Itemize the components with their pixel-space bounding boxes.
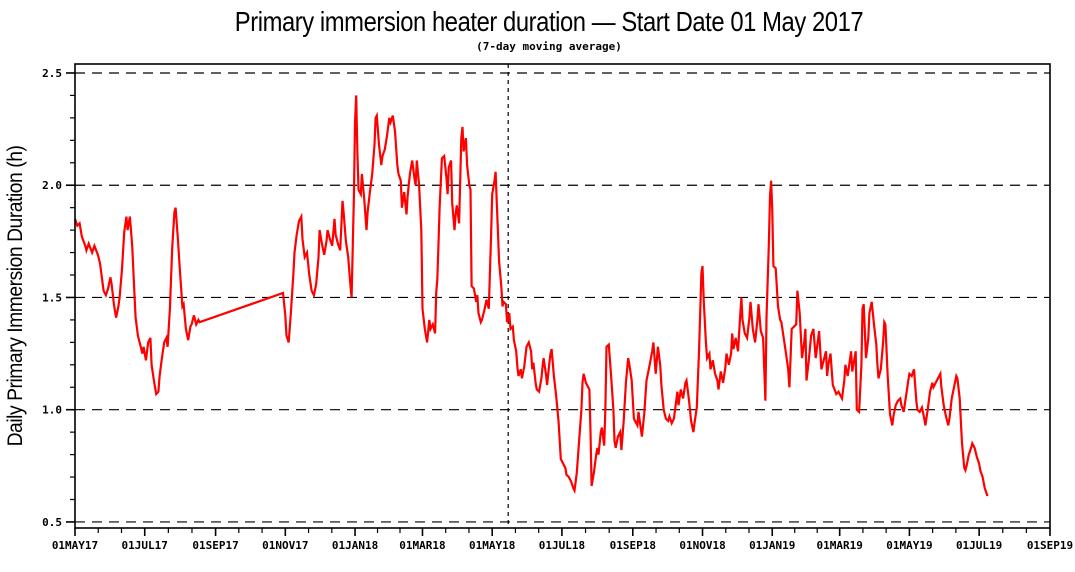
x-tick-label: 01JUL19 — [956, 539, 1002, 552]
y-tick-label: 2.0 — [42, 179, 62, 192]
x-tick-label: 01MAY19 — [886, 539, 932, 552]
x-tick-label: 01JUL18 — [539, 539, 585, 552]
x-tick-label: 01SEP17 — [192, 539, 238, 552]
x-tick-label: 01NOV17 — [262, 539, 308, 552]
series-line — [73, 95, 989, 497]
chart-subtitle: (7-day moving average) — [476, 40, 622, 53]
gridlines — [75, 72, 1050, 523]
x-tick-label: 01MAY17 — [52, 539, 98, 552]
x-tick-label: 01SEP19 — [1027, 539, 1073, 552]
x-tick-label: 01SEP18 — [610, 539, 656, 552]
y-axis-ticks: 0.5 1.0 1.5 2.0 2.5 — [42, 67, 75, 529]
plot-frame — [74, 63, 1051, 529]
x-tick-label: 01MAR19 — [817, 539, 863, 552]
x-tick-label: 01JAN19 — [749, 539, 795, 552]
y-axis-label: Daily Primary Immersion Duration (h) — [4, 146, 27, 447]
x-axis-ticks: 01MAY17 01JUL17 01SEP17 01NOV17 01JAN18 01MAR… — [52, 528, 1073, 552]
x-tick-label: 01MAR18 — [399, 539, 445, 552]
y-tick-label: 0.5 — [42, 516, 62, 529]
x-tick-label: 01MAY18 — [469, 539, 515, 552]
y-tick-label: 1.5 — [42, 291, 62, 304]
x-tick-label: 01JAN18 — [332, 539, 378, 552]
x-tick-label: 01NOV18 — [679, 539, 725, 552]
chart-title: Primary immersion heater duration — Star… — [235, 5, 863, 37]
y-tick-label: 1.0 — [42, 404, 62, 417]
y-tick-label: 2.5 — [42, 67, 62, 80]
data-series — [73, 95, 989, 497]
x-tick-label: 01JUL17 — [122, 539, 168, 552]
